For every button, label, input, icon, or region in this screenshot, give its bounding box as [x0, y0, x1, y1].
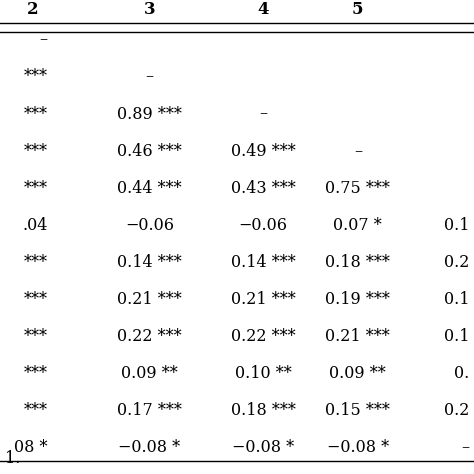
- Text: 0.10 **: 0.10 **: [235, 365, 292, 382]
- Text: 0.22 ***: 0.22 ***: [231, 328, 295, 345]
- Text: 0.1: 0.1: [444, 217, 469, 234]
- Text: 0.75 ***: 0.75 ***: [326, 180, 390, 197]
- Text: ***: ***: [23, 143, 47, 160]
- Text: −0.08 *: −0.08 *: [232, 439, 294, 456]
- Text: 0.18 ***: 0.18 ***: [326, 254, 390, 271]
- Text: 0.19 ***: 0.19 ***: [326, 291, 390, 308]
- Text: −0.08 *: −0.08 *: [118, 439, 181, 456]
- Text: 0.21 ***: 0.21 ***: [326, 328, 390, 345]
- Text: 0.14 ***: 0.14 ***: [231, 254, 295, 271]
- Text: 0.49 ***: 0.49 ***: [231, 143, 295, 160]
- Text: 5: 5: [352, 1, 364, 18]
- Text: 0.18 ***: 0.18 ***: [231, 402, 295, 419]
- Text: 0.14 ***: 0.14 ***: [117, 254, 182, 271]
- Text: –: –: [259, 106, 267, 122]
- Text: ***: ***: [23, 365, 47, 382]
- Text: 08 *: 08 *: [14, 439, 47, 456]
- Text: 0.07 *: 0.07 *: [334, 217, 382, 234]
- Text: .04: .04: [22, 217, 47, 234]
- Text: 0.21 ***: 0.21 ***: [231, 291, 295, 308]
- Text: ***: ***: [23, 291, 47, 308]
- Text: 0.17 ***: 0.17 ***: [117, 402, 182, 419]
- Text: –: –: [354, 143, 362, 160]
- Text: 0.21 ***: 0.21 ***: [117, 291, 182, 308]
- Text: 0.46 ***: 0.46 ***: [117, 143, 182, 160]
- Text: ***: ***: [23, 180, 47, 197]
- Text: ***: ***: [23, 106, 47, 122]
- Text: 4: 4: [257, 1, 269, 18]
- Text: 0.15 ***: 0.15 ***: [326, 402, 390, 419]
- Text: 0.2: 0.2: [444, 254, 469, 271]
- Text: 0.44 ***: 0.44 ***: [117, 180, 182, 197]
- Text: 1.: 1.: [5, 450, 20, 467]
- Text: 0.09 **: 0.09 **: [329, 365, 386, 382]
- Text: 0.22 ***: 0.22 ***: [117, 328, 182, 345]
- Text: 0.09 **: 0.09 **: [121, 365, 178, 382]
- Text: −0.08 *: −0.08 *: [327, 439, 389, 456]
- Text: 0.89 ***: 0.89 ***: [117, 106, 182, 122]
- Text: 0.2: 0.2: [444, 402, 469, 419]
- Text: ***: ***: [23, 254, 47, 271]
- Text: 2: 2: [27, 1, 39, 18]
- Text: ***: ***: [23, 328, 47, 345]
- Text: –: –: [145, 68, 154, 85]
- Text: 0.43 ***: 0.43 ***: [231, 180, 295, 197]
- Text: 0.: 0.: [454, 365, 469, 382]
- Text: 0.1: 0.1: [444, 291, 469, 308]
- Text: –: –: [461, 439, 469, 456]
- Text: 0.1: 0.1: [444, 328, 469, 345]
- Text: ***: ***: [23, 402, 47, 419]
- Text: ***: ***: [23, 68, 47, 85]
- Text: 3: 3: [144, 1, 155, 18]
- Text: –: –: [39, 31, 47, 48]
- Text: −0.06: −0.06: [125, 217, 174, 234]
- Text: −0.06: −0.06: [238, 217, 288, 234]
